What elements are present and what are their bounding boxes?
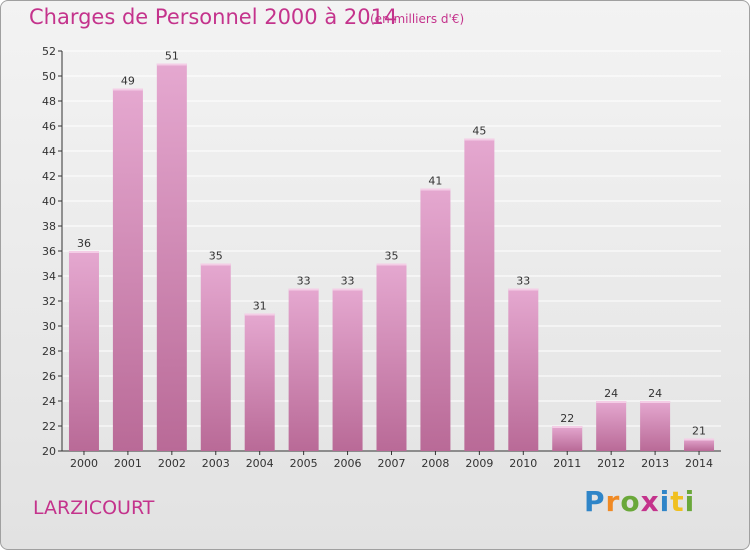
bar-highlight	[596, 401, 627, 403]
bar	[68, 251, 99, 451]
x-tick-label: 2001	[114, 457, 142, 470]
bar-highlight	[640, 401, 671, 403]
y-tick-label: 50	[42, 70, 56, 83]
chart-subtitle: (en milliers d'€)	[370, 12, 465, 26]
bar-highlight	[68, 251, 99, 253]
value-label: 41	[428, 175, 442, 188]
bar	[420, 188, 451, 451]
y-tick-label: 26	[42, 370, 56, 383]
bar-highlight	[552, 426, 583, 428]
y-tick-label: 20	[42, 445, 56, 458]
x-tick-label: 2006	[334, 457, 362, 470]
bar	[684, 438, 715, 451]
bar-highlight	[684, 438, 715, 441]
logo-letter: i	[684, 485, 696, 518]
logo-letter: r	[605, 485, 621, 518]
x-tick-label: 2000	[70, 457, 98, 470]
bar	[288, 288, 319, 451]
x-tick-label: 2004	[246, 457, 274, 470]
bar-highlight	[508, 288, 539, 291]
place-name: LARZICOURT	[33, 497, 155, 519]
value-label: 31	[253, 300, 267, 313]
value-label: 22	[560, 412, 574, 425]
bar	[464, 138, 495, 451]
y-tick-label: 36	[42, 245, 56, 258]
value-label: 45	[472, 125, 486, 138]
y-tick-label: 40	[42, 195, 56, 208]
logo-letter: P	[584, 485, 606, 518]
logo-letter: o	[620, 485, 641, 518]
value-label: 24	[648, 387, 662, 400]
x-tick-label: 2011	[553, 457, 581, 470]
logo-letter: t	[670, 485, 685, 518]
x-tick-label: 2010	[509, 457, 537, 470]
bar-highlight	[112, 88, 143, 91]
bar-highlight	[464, 138, 495, 141]
logo-letter: x	[640, 485, 660, 518]
y-tick-label: 46	[42, 120, 56, 133]
bar-highlight	[200, 263, 231, 266]
value-label: 24	[604, 387, 618, 400]
y-tick-label: 44	[42, 145, 56, 158]
y-tick-label: 30	[42, 320, 56, 333]
proxiti-logo[interactable]: Proxiti	[584, 485, 695, 518]
value-label: 35	[385, 250, 399, 263]
y-tick-label: 28	[42, 345, 56, 358]
bar	[332, 288, 363, 451]
bar-highlight	[288, 288, 319, 291]
y-tick-label: 42	[42, 170, 56, 183]
bar	[552, 426, 583, 451]
value-label: 33	[341, 275, 355, 288]
x-tick-label: 2014	[685, 457, 713, 470]
x-tick-label: 2005	[290, 457, 318, 470]
x-tick-label: 2002	[158, 457, 186, 470]
bar-highlight	[156, 63, 187, 66]
x-tick-label: 2003	[202, 457, 230, 470]
bar	[596, 401, 627, 451]
y-tick-label: 24	[42, 395, 56, 408]
chart-title: Charges de Personnel 2000 à 2014	[29, 5, 398, 29]
bar	[200, 263, 231, 451]
x-tick-label: 2013	[641, 457, 669, 470]
x-tick-label: 2009	[465, 457, 493, 470]
bar	[112, 88, 143, 451]
bar	[244, 313, 275, 451]
value-label: 21	[692, 425, 706, 438]
bars	[68, 63, 715, 451]
y-tick-label: 34	[42, 270, 56, 283]
value-label: 33	[297, 275, 311, 288]
y-tick-label: 52	[42, 45, 56, 58]
bar	[508, 288, 539, 451]
value-label: 36	[77, 237, 91, 250]
y-tick-label: 22	[42, 420, 56, 433]
bar	[640, 401, 671, 451]
bar-highlight	[376, 263, 407, 266]
logo-letter: i	[659, 485, 671, 518]
value-label: 35	[209, 250, 223, 263]
labels: 20 22 24 26 28 30 32 34 36 38 40 42 44 46 48 50 52 36 2000…	[42, 45, 713, 470]
bar-highlight	[332, 288, 363, 291]
value-label: 33	[516, 275, 530, 288]
bar-highlight	[244, 313, 275, 316]
x-tick-label: 2007	[378, 457, 406, 470]
y-tick-label: 32	[42, 295, 56, 308]
bar-highlight	[420, 188, 451, 191]
value-label: 49	[121, 75, 135, 88]
y-tick-label: 38	[42, 220, 56, 233]
bar	[156, 63, 187, 451]
x-tick-label: 2008	[421, 457, 449, 470]
value-label: 51	[165, 50, 179, 63]
x-tick-label: 2012	[597, 457, 625, 470]
y-tick-label: 48	[42, 95, 56, 108]
bar	[376, 263, 407, 451]
